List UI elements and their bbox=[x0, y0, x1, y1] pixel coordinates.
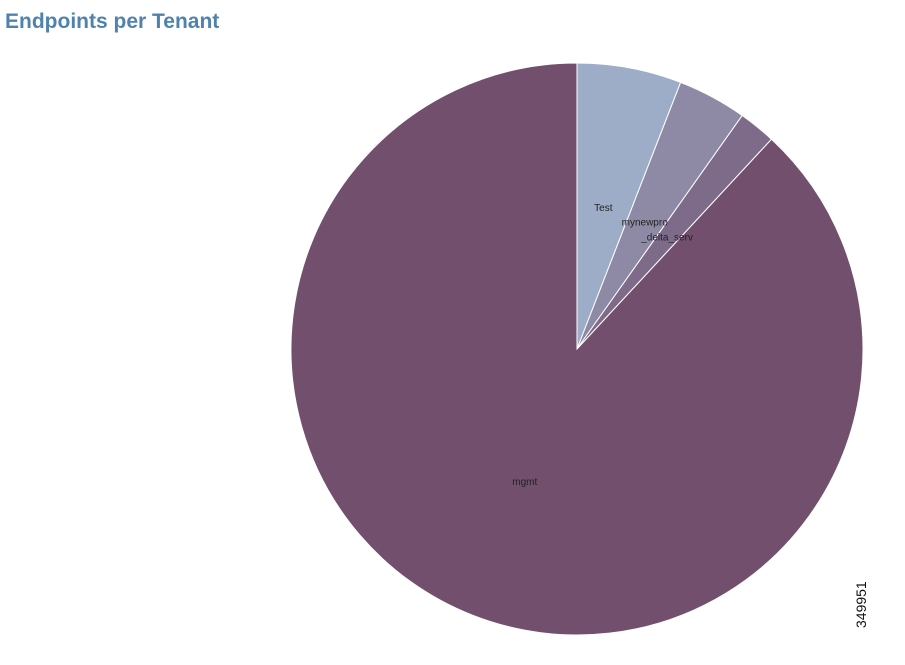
slice-label: mgmt bbox=[512, 477, 537, 488]
pie-slice bbox=[290, 62, 864, 636]
slice-label: _delta_serv bbox=[640, 233, 693, 244]
slice-label: Test bbox=[594, 203, 613, 214]
slice-label: mynewpro bbox=[622, 218, 669, 229]
chart-title: Endpoints per Tenant bbox=[5, 10, 219, 33]
figure-id: 349951 bbox=[853, 581, 869, 628]
